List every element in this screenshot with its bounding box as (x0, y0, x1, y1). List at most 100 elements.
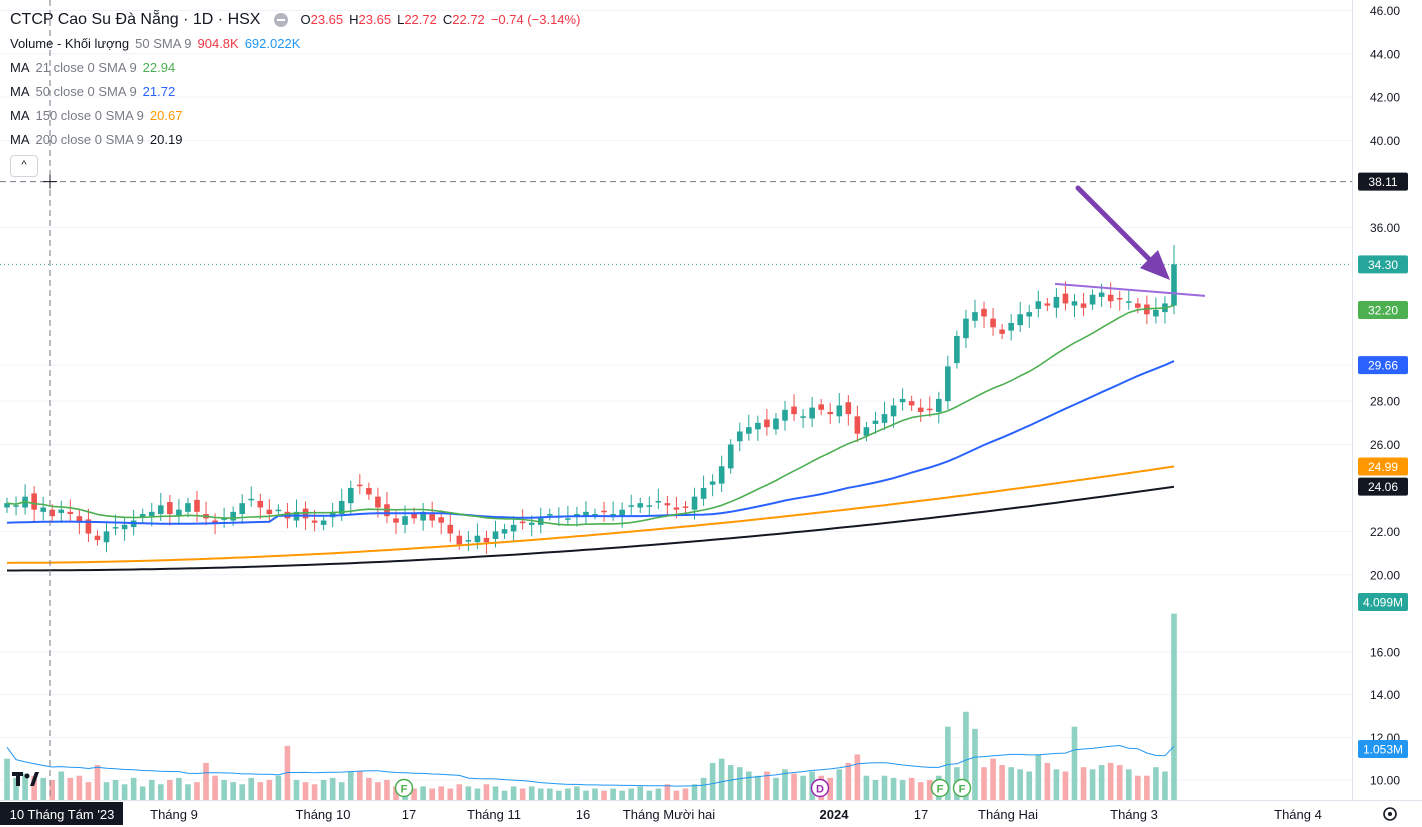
legend-symbol-row: CTCP Cao Su Đà Nẵng · 1D · HSX O23.65 H2… (10, 8, 580, 32)
volume-bar (447, 788, 454, 800)
time-axis-label: 2024 (820, 807, 850, 822)
annotation-arrowhead (1140, 250, 1170, 280)
volume-bar (990, 758, 996, 800)
volume-bar (31, 775, 37, 800)
price-badge (1358, 255, 1408, 274)
tradingview-logo-icon[interactable] (12, 768, 40, 792)
volume-bar (755, 775, 761, 800)
collapse-legend-button[interactable]: ^ (10, 155, 38, 177)
volume-bar (926, 780, 933, 800)
candle (357, 484, 363, 487)
volume-bar (212, 775, 218, 800)
volume-bar (1008, 767, 1014, 800)
volume-bar (293, 780, 300, 800)
volume-bar (863, 775, 870, 800)
price-badge (1358, 356, 1408, 375)
chart-legend: CTCP Cao Su Đà Nẵng · 1D · HSX O23.65 H2… (10, 8, 580, 152)
volume-bar (655, 788, 662, 800)
candle (194, 499, 200, 512)
ma200-value: 20.19 (149, 132, 183, 147)
volume-bar (854, 754, 861, 800)
candle (465, 540, 472, 542)
candle (148, 511, 155, 517)
candle (854, 416, 861, 434)
volume-bar (239, 784, 246, 800)
volume-bar (157, 784, 164, 800)
volume-bar (366, 777, 372, 800)
volume-bar (537, 788, 544, 800)
candle (474, 535, 481, 543)
candle (212, 520, 218, 523)
volume-bar (773, 777, 779, 800)
price-axis-label: 26.00 (1370, 438, 1400, 452)
time-axis-label: Tháng 3 (1110, 807, 1158, 822)
price-axis-label: 36.00 (1370, 221, 1400, 235)
price-axis-label: 40.00 (1370, 134, 1400, 148)
candle (103, 531, 110, 543)
candle (655, 500, 662, 503)
volume-bar (945, 726, 951, 800)
volume-bar (58, 771, 65, 800)
candle (610, 514, 616, 516)
candle (393, 518, 399, 523)
volume-bar (194, 782, 200, 800)
annotation-arrow (1075, 185, 1159, 269)
candle (1071, 301, 1078, 306)
volume-bar (121, 784, 128, 800)
volume-bar (1017, 769, 1024, 800)
candle (972, 312, 978, 321)
volume-bar (112, 780, 119, 800)
legend-ma50-row[interactable]: MA 50 close 0 SMA 9 21.72 (10, 80, 580, 104)
candle (1125, 301, 1132, 303)
event-marker-label: F (959, 784, 966, 796)
volume-bar (221, 780, 227, 800)
volume-bar (465, 786, 472, 800)
candle (329, 511, 336, 518)
price-axis-label: 20.00 (1370, 568, 1400, 582)
candle (49, 509, 56, 517)
legend-ma21-row[interactable]: MA 21 close 0 SMA 9 22.94 (10, 56, 580, 80)
symbol-title[interactable]: CTCP Cao Su Đà Nẵng · 1D · HSX (10, 11, 261, 28)
candle (755, 422, 761, 430)
volume-bar (836, 769, 843, 800)
volume-bar (845, 762, 852, 800)
event-marker-label: F (401, 784, 408, 796)
candle (257, 500, 264, 508)
volume-bar (574, 786, 580, 800)
candle (230, 511, 236, 521)
event-marker-icon (810, 778, 830, 798)
time-axis-label: Tháng 4 (1274, 807, 1322, 822)
candle (565, 518, 571, 520)
volume-bar (329, 777, 336, 800)
candle (76, 516, 83, 523)
volume-bar (746, 771, 752, 800)
volume-bar (1171, 613, 1177, 800)
price-badge (1358, 300, 1408, 319)
time-cursor-badge (0, 802, 123, 825)
candle (736, 431, 743, 442)
volume-params: 50 SMA 9 (135, 36, 192, 51)
candle (248, 498, 255, 501)
event-marker-label: D (816, 784, 824, 796)
volume-bar (628, 788, 635, 800)
candle (438, 517, 445, 523)
volume-bar (1026, 771, 1033, 800)
candle (890, 405, 897, 417)
volume-bar (94, 765, 101, 800)
candle (990, 318, 996, 328)
legend-ma200-row[interactable]: MA 200 close 0 SMA 9 20.19 (10, 128, 580, 152)
volume-bar (1162, 771, 1168, 800)
volume-bar (438, 786, 445, 800)
volume-bar (637, 786, 644, 800)
candle (791, 406, 797, 415)
price-badge (1358, 593, 1408, 611)
legend-volume-row[interactable]: Volume - Khối lượng 50 SMA 9 904.8K 692.… (10, 32, 580, 56)
volume-bar (800, 775, 806, 800)
legend-ma150-row[interactable]: MA 150 close 0 SMA 9 20.67 (10, 104, 580, 128)
hide-symbol-icon[interactable] (274, 13, 289, 27)
candle (366, 487, 372, 495)
volume-bar (1071, 726, 1078, 800)
candle (746, 427, 752, 434)
